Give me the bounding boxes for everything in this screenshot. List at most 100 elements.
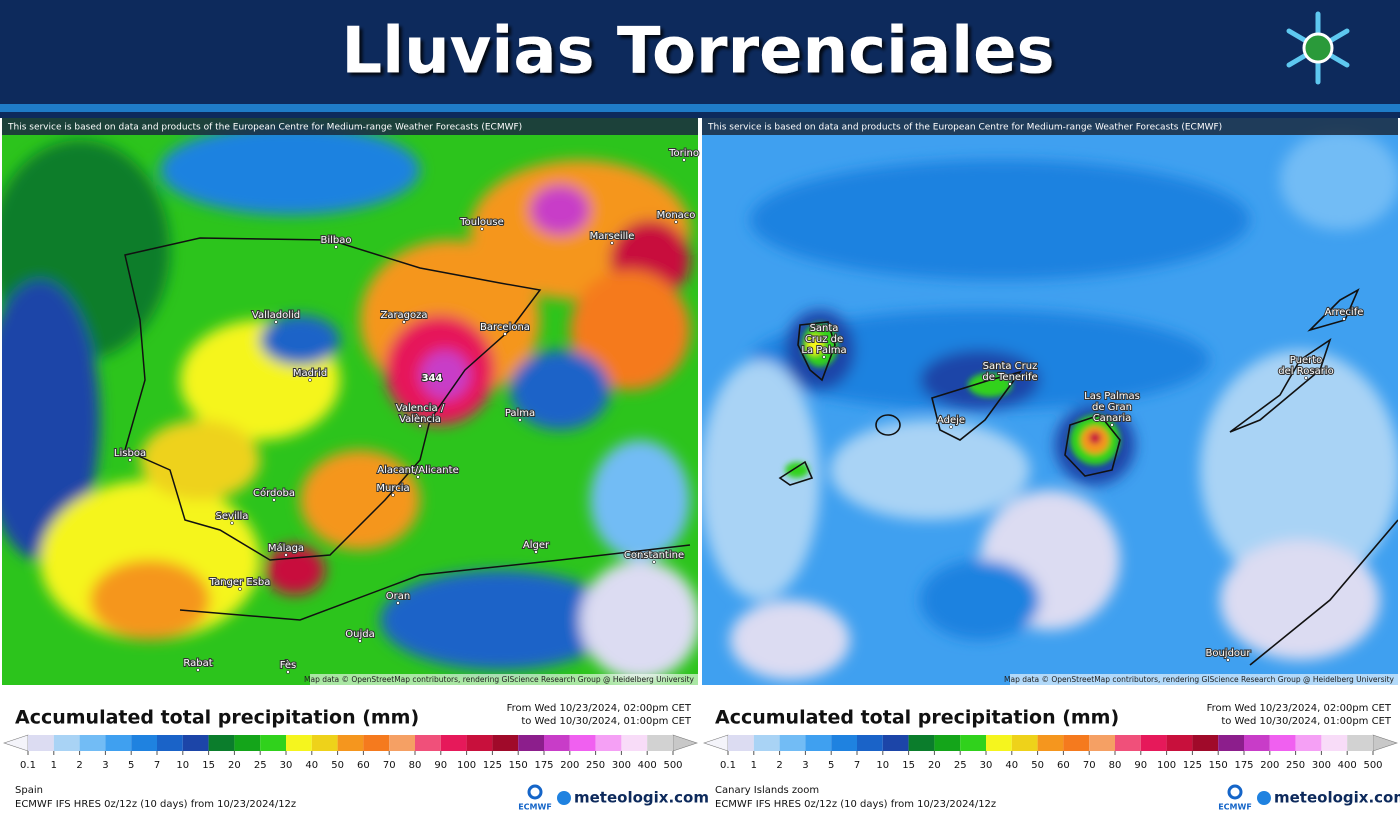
place-label: Boujdour: [1205, 648, 1251, 659]
legend-tick-label: 70: [1083, 760, 1096, 771]
legend-swatch: [415, 735, 441, 751]
legend-tick-label: 100: [457, 760, 476, 771]
place-label: Adeje: [937, 415, 965, 426]
legend-tick-label: 5: [828, 760, 834, 771]
legend-swatch: [805, 735, 832, 751]
legend-tick-label: 175: [1234, 760, 1253, 771]
place-dot: [334, 245, 338, 249]
attribution: This service is based on data and produc…: [7, 123, 522, 133]
ecmwf-logo: [527, 784, 543, 800]
legend-tick-label: 175: [534, 760, 553, 771]
legend-tick-label: 30: [280, 760, 293, 771]
place-label: Torino: [668, 148, 699, 159]
map-credit: Map data © OpenStreetMap contributors, r…: [1004, 675, 1395, 684]
legend-tick-label: 150: [1209, 760, 1228, 771]
place-dot: [272, 498, 276, 502]
place-dot: [480, 227, 484, 231]
snowflake-logo: [1286, 11, 1350, 85]
legend-swatch: [857, 735, 883, 751]
place-dot: [1304, 376, 1308, 380]
legend-swatch: [1115, 735, 1141, 751]
map-credit: Map data © OpenStreetMap contributors, r…: [304, 675, 695, 684]
peak-label: 344: [422, 373, 443, 384]
place-dot: [238, 587, 242, 591]
place-label: Valencia /: [396, 403, 445, 414]
legend-arrow-high: [672, 734, 698, 752]
coastline-africa: [179, 544, 691, 621]
place-label: Arrecife: [1325, 307, 1364, 318]
legend-tick-label: 50: [331, 760, 344, 771]
place-label: Madrid: [293, 368, 327, 379]
legend-swatch: [831, 735, 857, 751]
legend-tick-label: 20: [228, 760, 241, 771]
legend-swatch: [544, 735, 570, 751]
legend-tick-label: 7: [854, 760, 860, 771]
place-label: Lisboa: [114, 448, 146, 459]
place-label: Cruz de: [805, 334, 843, 345]
legend-tick-label: 90: [1134, 760, 1147, 771]
legend-swatch: [1037, 735, 1064, 751]
legend-swatch: [1244, 735, 1270, 751]
place-dot: [610, 241, 614, 245]
legend-tick-label: 0.1: [720, 760, 736, 771]
meteologix-label: meteologix.com: [574, 789, 709, 807]
legend-swatch: [389, 735, 415, 751]
legend-swatch: [882, 735, 909, 751]
legend-swatch: [1295, 735, 1322, 751]
legend-swatch: [1140, 735, 1167, 751]
place-label: València: [399, 413, 441, 425]
place-label: Las Palmas: [1084, 391, 1140, 402]
legend-tick-label: 0.1: [20, 760, 36, 771]
legend-tick-label: 70: [383, 760, 396, 771]
place-dot: [682, 158, 686, 162]
place-label: de Gran: [1092, 402, 1132, 413]
legend-tick-label: 3: [802, 760, 808, 771]
legend-arrow-high: [1372, 734, 1398, 752]
ecmwf-label: ECMWF: [518, 803, 552, 812]
place-label: Oujda: [345, 629, 374, 640]
meteologix-label: meteologix.com: [1274, 789, 1400, 807]
legend-swatch: [53, 735, 80, 751]
meteologix-logo: [1257, 791, 1271, 805]
period-from: From Wed 10/23/2024, 02:00pm CET: [507, 703, 692, 714]
ecmwf-label: ECMWF: [1218, 803, 1252, 812]
place-dot: [1226, 658, 1230, 662]
legend-tick-label: 80: [1109, 760, 1122, 771]
legend-swatch: [105, 735, 132, 751]
legend-swatch: [1218, 735, 1244, 751]
place-label: Barcelona: [480, 322, 530, 333]
legend-tick-label: 1: [51, 760, 57, 771]
place-dot: [358, 639, 362, 643]
legend-tick-label: 2: [76, 760, 82, 771]
place-dot: [822, 355, 826, 359]
legend-tick-label: 125: [1183, 760, 1202, 771]
legend-tick-label: 80: [409, 760, 422, 771]
legend-tick-label: 40: [305, 760, 318, 771]
legend-swatch: [779, 735, 806, 751]
legend-swatch: [1166, 735, 1193, 751]
legend-tick-label: 400: [638, 760, 657, 771]
attribution-bar: [2, 118, 698, 135]
place-label: del Rosario: [1278, 366, 1333, 377]
ecmwf-logo: [1227, 784, 1243, 800]
map-spain: [2, 118, 698, 685]
place-label: Tanger Esba: [209, 577, 271, 588]
legend-tick-label: 100: [1157, 760, 1176, 771]
legend-swatch: [492, 735, 519, 751]
place-label: Rabat: [183, 658, 212, 669]
legend-swatch: [157, 735, 183, 751]
legend-swatch: [1347, 735, 1373, 751]
place-label: de Tenerife: [982, 372, 1037, 383]
legend-swatch: [728, 735, 754, 751]
legend-swatch: [986, 735, 1012, 751]
legend-tick-label: 40: [1005, 760, 1018, 771]
place-dot: [396, 601, 400, 605]
legend-tick-label: 125: [483, 760, 502, 771]
place-label: Alacant/Alicante: [377, 465, 458, 476]
place-label: Puerto: [1290, 355, 1323, 366]
place-label: Zaragoza: [380, 310, 427, 321]
legend-arrow-low: [3, 734, 29, 752]
period-to: to Wed 10/30/2024, 01:00pm CET: [521, 716, 692, 727]
legend-tick-label: 20: [928, 760, 941, 771]
place-dot: [652, 560, 656, 564]
